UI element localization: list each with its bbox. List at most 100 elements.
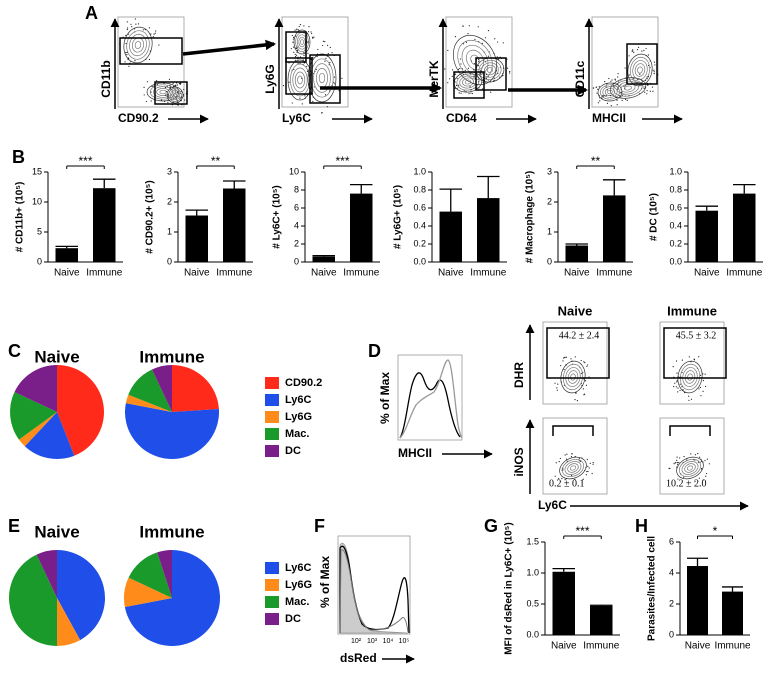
column-label: Naive xyxy=(558,303,593,318)
pie-title: Immune xyxy=(139,347,204,366)
contour xyxy=(166,86,184,104)
x-tick-label: Immune xyxy=(343,268,380,279)
event-dot xyxy=(677,464,679,466)
event-dot xyxy=(677,391,679,393)
contour xyxy=(457,39,493,81)
panel-label: D xyxy=(368,341,381,361)
event-dot xyxy=(699,386,702,389)
event-dot xyxy=(633,77,635,80)
y-tick-label: 1 xyxy=(167,226,172,236)
pie-slice xyxy=(151,365,172,412)
event-dot xyxy=(288,81,290,83)
event-dot xyxy=(694,481,696,483)
event-dot xyxy=(628,55,630,57)
event-dot xyxy=(652,90,654,92)
significance: *** xyxy=(78,154,92,168)
event-dot xyxy=(586,470,588,473)
event-dot xyxy=(333,81,335,83)
event-dot xyxy=(583,361,585,363)
significance: *** xyxy=(575,524,589,538)
event-dot xyxy=(605,86,607,88)
event-dot xyxy=(583,394,585,396)
event-dot xyxy=(473,62,475,65)
event-dot xyxy=(497,41,499,43)
y-tick-label: 4 xyxy=(669,567,674,577)
legend-swatch xyxy=(265,411,279,423)
event-dot xyxy=(564,479,566,481)
event-dot xyxy=(322,44,324,47)
gating-x-label: CD90.2 xyxy=(118,111,159,125)
axis-label: % of Max xyxy=(378,372,392,424)
event-dot xyxy=(455,84,458,87)
event-dot xyxy=(621,99,623,101)
gate xyxy=(546,327,610,379)
event-dot xyxy=(699,456,701,458)
event-dot xyxy=(304,95,306,97)
contour xyxy=(313,63,331,93)
event-dot xyxy=(294,29,296,31)
event-dot xyxy=(574,356,576,358)
event-dot xyxy=(653,61,656,63)
event-dot xyxy=(676,456,678,458)
event-dot xyxy=(698,388,700,390)
event-dot xyxy=(688,356,690,358)
event-dot xyxy=(126,28,128,31)
event-dot xyxy=(487,55,490,57)
y-axis-label: Parasites/Infected cell xyxy=(647,536,658,641)
y-tick-label: 1 xyxy=(547,226,552,236)
event-dot xyxy=(557,383,559,385)
x-tick-label: Immune xyxy=(470,268,507,279)
x-tick-label: 10³ xyxy=(367,638,378,645)
event-dot xyxy=(469,86,471,88)
event-dot xyxy=(333,83,335,85)
axis-label: iNOS xyxy=(512,447,526,476)
event-dot xyxy=(700,395,702,397)
event-dot xyxy=(558,461,560,463)
event-dot xyxy=(618,81,620,83)
pie-slice xyxy=(172,365,219,412)
event-dot xyxy=(303,25,305,27)
x-tick-label: Naive xyxy=(311,268,337,279)
event-dot xyxy=(303,54,305,56)
bar xyxy=(590,605,613,635)
event-dot xyxy=(467,33,469,35)
y-tick-label: 15 xyxy=(32,166,42,176)
event-dot xyxy=(702,479,704,481)
event-dot xyxy=(509,72,511,74)
event-dot xyxy=(150,33,152,35)
contour xyxy=(600,84,620,100)
event-dot xyxy=(447,49,449,52)
event-dot xyxy=(134,60,136,62)
pie-title: Immune xyxy=(139,522,204,541)
event-dot xyxy=(632,49,634,51)
contour xyxy=(129,33,147,57)
event-dot xyxy=(329,46,331,49)
event-dot xyxy=(643,86,645,88)
legend-label: Mac. xyxy=(285,596,309,608)
bar xyxy=(477,198,500,262)
contour xyxy=(297,75,303,85)
event-dot xyxy=(135,23,137,25)
event-dot xyxy=(636,48,639,51)
event-dot xyxy=(566,453,568,455)
legend-label: DC xyxy=(285,445,301,457)
x-tick-label: Immune xyxy=(726,268,763,279)
event-dot xyxy=(459,58,461,60)
event-dot xyxy=(677,478,679,480)
event-dot xyxy=(700,374,702,377)
gate-stat: 45.5 ± 3.2 xyxy=(676,330,717,341)
event-dot xyxy=(293,68,295,71)
event-dot xyxy=(137,23,140,25)
event-dot xyxy=(457,68,460,70)
event-dot xyxy=(617,76,619,78)
panel-label: C xyxy=(8,341,21,361)
event-dot xyxy=(637,78,639,81)
x-tick-label: 10⁵ xyxy=(399,638,410,645)
panel-label: G xyxy=(484,516,498,536)
contour xyxy=(560,360,586,394)
y-tick-label: 0.5 xyxy=(526,598,539,608)
bar xyxy=(439,211,462,262)
event-dot xyxy=(184,99,186,101)
x-tick-label: Immune xyxy=(583,641,620,652)
event-dot xyxy=(598,86,600,88)
